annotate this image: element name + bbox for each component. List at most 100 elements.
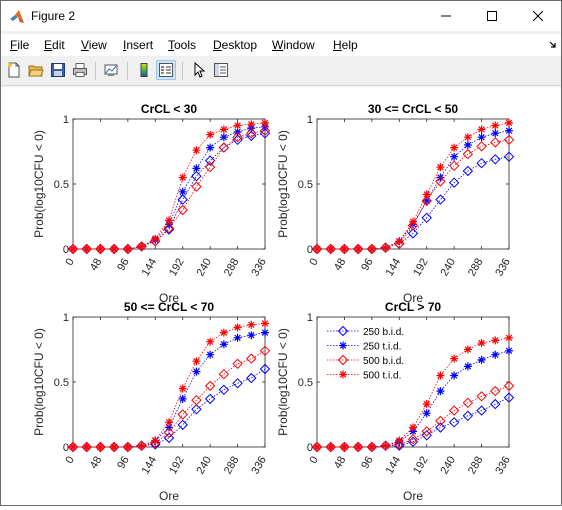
data-point — [366, 243, 378, 255]
data-point — [421, 195, 432, 207]
toolbar-separator — [127, 62, 128, 80]
colorbar-icon — [140, 63, 148, 77]
figure-toolbar — [1, 57, 561, 86]
data-point — [233, 121, 242, 130]
data-point — [96, 245, 105, 253]
insert-legend-button[interactable] — [156, 60, 176, 80]
figure-canvas[interactable]: 0 48 96 144 192 240 288 336 0 0.5 1 CrCL < 30 Ore Pro… — [1, 87, 561, 505]
y-tick-label: 1 — [307, 312, 313, 324]
series-line — [73, 350, 266, 448]
data-point — [326, 443, 335, 451]
series-500tid — [313, 333, 513, 451]
data-point — [340, 443, 349, 451]
close-button[interactable] — [515, 1, 561, 31]
link-plot-button[interactable] — [101, 60, 121, 80]
data-point — [219, 133, 228, 142]
data-point — [233, 323, 242, 332]
data-point — [178, 173, 187, 182]
property-inspector-button[interactable] — [211, 60, 231, 80]
data-point — [448, 160, 460, 172]
title-bar[interactable]: Figure 2 — [1, 1, 561, 31]
x-tick-label: 144 — [384, 454, 404, 476]
menu-tools[interactable]: Tools — [168, 38, 197, 52]
menu-file[interactable]: File — [10, 38, 30, 52]
data-point — [381, 243, 390, 252]
x-tick-label: 144 — [384, 256, 404, 278]
data-point — [491, 121, 500, 130]
data-point — [325, 243, 336, 255]
data-point — [476, 157, 487, 169]
legend-entry: 500 b.i.d. — [363, 356, 404, 367]
data-point — [95, 441, 106, 453]
data-point — [259, 345, 271, 357]
series-500bid — [67, 125, 271, 255]
menu-view[interactable]: View — [81, 38, 107, 52]
x-tick-label: 192 — [411, 454, 431, 476]
x-tick-label: 96 — [115, 454, 132, 471]
data-point — [313, 443, 321, 451]
data-point — [204, 380, 216, 392]
data-point — [367, 443, 376, 451]
data-point — [232, 131, 243, 143]
pointer-icon — [194, 62, 206, 78]
data-point — [219, 125, 228, 134]
data-point — [137, 242, 146, 251]
data-point — [409, 217, 417, 226]
menu-insert[interactable]: Insert — [123, 38, 154, 52]
menu-bar: File Edit View Insert Tools Desktop Wind… — [1, 34, 561, 56]
data-point — [491, 129, 500, 138]
open-file-button[interactable] — [26, 60, 46, 80]
data-point — [192, 164, 201, 173]
legend-marker — [337, 354, 349, 366]
data-point — [505, 333, 513, 342]
y-tick-label: 0 — [63, 244, 69, 256]
data-point — [233, 333, 242, 342]
menu-window[interactable]: Window — [272, 38, 315, 52]
data-point — [477, 133, 486, 142]
x-tick-label: 48 — [332, 454, 349, 471]
dock-arrow-icon[interactable] — [549, 41, 557, 49]
data-point — [246, 353, 257, 364]
data-point — [151, 436, 160, 445]
data-point — [422, 190, 431, 199]
menu-edit[interactable]: Edit — [44, 38, 65, 52]
data-point — [407, 228, 419, 239]
subplot-title: 30 <= CrCL < 50 — [368, 102, 458, 116]
legend[interactable]: 250 b.i.d. 250 t.i.d. 500 b.i.d. 500 t.i.d. — [320, 320, 404, 384]
data-point — [463, 141, 472, 149]
data-point — [462, 397, 474, 409]
data-point — [352, 441, 364, 453]
data-point — [435, 194, 446, 205]
data-point — [491, 336, 500, 345]
data-point — [462, 410, 474, 422]
menu-help[interactable]: Help — [333, 38, 358, 52]
maximize-button[interactable] — [469, 1, 515, 31]
print-button[interactable] — [70, 60, 90, 80]
data-point — [435, 422, 446, 433]
data-point — [505, 126, 513, 135]
x-tick-label: 48 — [332, 256, 349, 273]
data-point — [462, 165, 474, 177]
insert-colorbar-button[interactable] — [134, 60, 154, 80]
data-point — [219, 328, 228, 337]
subplot-3[interactable]: 0 48 96 144 192 240 288 336 0 0.5 1 50 <= CrCL < 70… — [32, 300, 271, 503]
data-point — [191, 404, 202, 415]
save-button[interactable] — [48, 60, 68, 80]
series-line — [73, 368, 266, 448]
minimize-button[interactable] — [423, 1, 469, 31]
x-tick-label: 144 — [140, 454, 160, 476]
x-tick-label: 240 — [195, 454, 215, 476]
subplot-2[interactable]: 0 48 96 144 192 240 288 336 0 0.5 1 30 <= CrCL < 50… — [276, 102, 515, 305]
legend-marker — [339, 341, 347, 350]
legend-marker — [339, 370, 347, 379]
data-point — [380, 242, 391, 253]
data-point — [177, 419, 188, 431]
axes-box — [72, 118, 266, 250]
data-point — [394, 238, 405, 250]
subplot-1[interactable]: 0 48 96 144 192 240 288 336 0 0.5 1 CrCL < 30 Ore Pro… — [32, 102, 271, 305]
y-tick-label: 1 — [307, 114, 313, 126]
subplot-4[interactable]: 0 48 96 144 192 240 288 336 0 0.5 1 CrCL > 70 Ore Pro… — [276, 300, 515, 503]
new-figure-button[interactable] — [4, 60, 24, 80]
edit-plot-button[interactable] — [189, 60, 209, 80]
menu-desktop[interactable]: Desktop — [213, 38, 258, 52]
